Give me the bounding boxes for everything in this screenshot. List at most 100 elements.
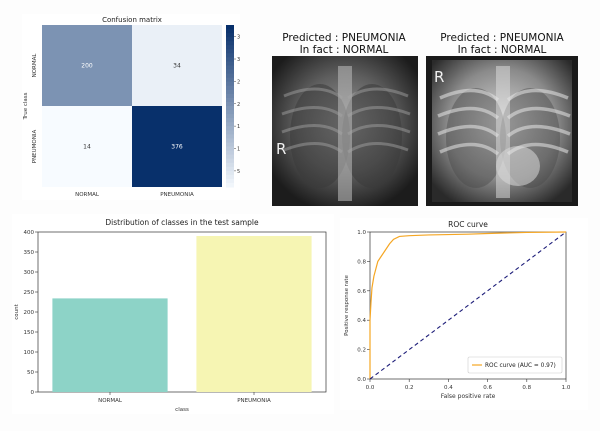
colorbar-segment xyxy=(226,97,234,103)
confusion-matrix-y-tick-label: PNEUMONIA xyxy=(32,130,38,164)
roc-curve-chart: ROC curve 0.00.0 0.2 0.2 0.4 0.4 0.6 0.6 0.8 0.8 1… xyxy=(344,220,571,400)
roc-curve-panel: ROC curve 0.0 0.0 0.2 0.2 0.4 0.4 0.6 0.6 0.8 0.8 1… xyxy=(340,218,588,410)
bar-chart-y-tick-label: 400 xyxy=(24,230,35,236)
xray-2-predicted-label: Predicted : PNEUMONIA xyxy=(440,32,564,44)
colorbar-segment xyxy=(226,134,234,139)
colorbar-segment xyxy=(226,118,234,123)
bar-chart-title: Distribution of classes in the test samp… xyxy=(105,218,259,227)
bar-chart-y-axis-label: count xyxy=(14,303,20,319)
colorbar-segment xyxy=(226,142,234,147)
xray-1-image: R xyxy=(272,56,418,206)
confusion-matrix-cell xyxy=(132,25,222,106)
bar-chart-y-tick-label: 300 xyxy=(24,270,35,276)
bar-chart-y-tick-label: 250 xyxy=(24,290,35,296)
roc-y-tick-label: 0.8 xyxy=(357,259,366,265)
roc-x-tick-label: 0.0 xyxy=(366,385,375,391)
bar-pneumonia xyxy=(196,236,312,392)
confusion-matrix-y-axis-label: True class xyxy=(23,92,29,120)
xray-1-side-marker: R xyxy=(276,140,286,158)
colorbar-segment xyxy=(226,49,234,54)
confusion-matrix-cell xyxy=(42,25,132,106)
colorbar-segment xyxy=(226,33,234,38)
roc-x-tick-label: 0.8 xyxy=(522,385,531,391)
confusion-matrix-title: Confusion matrix xyxy=(102,16,162,24)
confusion-matrix-cell-value: 34 xyxy=(173,63,181,70)
roc-x-tick-label: 0.4 xyxy=(444,385,453,391)
class-distribution-chart: Distribution of classes in the test samp… xyxy=(14,218,327,413)
confusion-matrix-cell xyxy=(132,106,222,187)
confusion-matrix-x-tick-label: NORMAL xyxy=(75,192,100,198)
colorbar-segment xyxy=(226,37,234,42)
colorbar-segment xyxy=(226,73,234,79)
confusion-matrix-panel: Confusion matrix 200 34 14 376 NORMAL PNEUMONI… xyxy=(22,14,247,207)
confusion-matrix-y-tick-label: NORMAL xyxy=(32,53,38,78)
bar-normal xyxy=(52,298,168,392)
colorbar-tick-label: 100 xyxy=(237,147,240,153)
colorbar-segment xyxy=(226,89,234,95)
colorbar-segment xyxy=(226,114,234,119)
colorbar-segment xyxy=(226,81,234,87)
confusion-matrix-chart: Confusion matrix 200 34 14 376 NORMAL PNEUMONI… xyxy=(23,16,247,207)
colorbar-segment xyxy=(226,45,234,50)
confusion-matrix-cell-value: 376 xyxy=(171,144,183,151)
colorbar-segment xyxy=(226,25,234,30)
bar-chart-x-tick-label: NORMAL xyxy=(98,398,123,404)
xray-1-actual-label: In fact : NORMAL xyxy=(299,44,389,56)
colorbar-segment xyxy=(226,41,234,46)
colorbar-segment xyxy=(226,138,234,143)
colorbar-segment xyxy=(226,61,234,66)
confusion-matrix-x-tick-label: PNEUMONIA xyxy=(160,192,194,198)
roc-y-axis-label: Positive response rate xyxy=(344,274,350,335)
roc-title: ROC curve xyxy=(448,220,488,229)
colorbar-tick-label: 150 xyxy=(237,124,240,130)
bar-chart-y-tick-label: 350 xyxy=(24,250,35,256)
roc-y-tick-label: 0.2 xyxy=(357,348,366,354)
bar-chart-x-axis-label: class xyxy=(175,407,189,413)
roc-curve-line xyxy=(369,231,567,379)
confusion-matrix-cell-value: 200 xyxy=(81,63,93,70)
bar-chart-y-tick-label: 150 xyxy=(24,330,35,336)
xray-2-image: R xyxy=(426,56,578,206)
xray-2-side-marker: R xyxy=(434,68,444,86)
colorbar-tick-label: 200 xyxy=(237,102,240,108)
roc-diagonal-reference-line xyxy=(369,231,567,380)
colorbar-segment xyxy=(226,85,234,91)
xray-1-predicted-label: Predicted : PNEUMONIA xyxy=(282,32,406,44)
bar-chart-y-tick-label: 200 xyxy=(24,310,35,316)
roc-x-tick-label: 0.2 xyxy=(405,385,414,391)
xray-1-title: Predicted : PNEUMONIA In fact : NORMAL xyxy=(266,32,422,56)
colorbar-segment xyxy=(226,101,234,107)
roc-y-tick-label: 1.0 xyxy=(357,230,366,236)
colorbar-segment xyxy=(226,122,234,127)
colorbar-segment xyxy=(226,77,234,83)
colorbar-segment xyxy=(226,162,234,168)
colorbar-tick-label: 350 xyxy=(237,35,240,41)
roc-y-tick-label: 0.4 xyxy=(357,318,366,324)
xray-2-title: Predicted : PNEUMONIA In fact : NORMAL xyxy=(422,32,582,56)
colorbar-segment xyxy=(226,178,234,184)
roc-x-tick-label: 1.0 xyxy=(562,385,571,391)
colorbar-tick-label: 300 xyxy=(237,57,240,63)
colorbar-segment xyxy=(226,65,234,71)
class-distribution-panel: Distribution of classes in the test samp… xyxy=(12,214,334,414)
colorbar-segment xyxy=(226,170,234,176)
colorbar-segment xyxy=(226,110,234,115)
bar-chart-y-tick-label: 100 xyxy=(24,350,35,356)
bar-chart-y-tick-label: 50 xyxy=(27,370,34,376)
colorbar-segment xyxy=(226,154,234,160)
roc-y-tick-label: 0.0 xyxy=(357,377,366,383)
roc-x-axis-label: False positive rate xyxy=(441,393,496,400)
confusion-matrix-cell-value: 14 xyxy=(83,144,91,151)
colorbar-segment xyxy=(226,146,234,152)
colorbar-segment xyxy=(226,93,234,99)
colorbar-segment xyxy=(226,57,234,62)
colorbar-segment xyxy=(226,126,234,131)
colorbar-tick-label: 50 xyxy=(237,169,240,175)
bar-chart-x-tick-label: PNEUMONIA xyxy=(237,398,271,404)
colorbar-segment xyxy=(226,150,234,156)
colorbar-segment xyxy=(226,174,234,180)
colorbar-segment xyxy=(226,182,234,188)
colorbar-segment xyxy=(226,106,234,111)
colorbar-segment xyxy=(226,29,234,34)
colorbar-segment xyxy=(226,53,234,58)
